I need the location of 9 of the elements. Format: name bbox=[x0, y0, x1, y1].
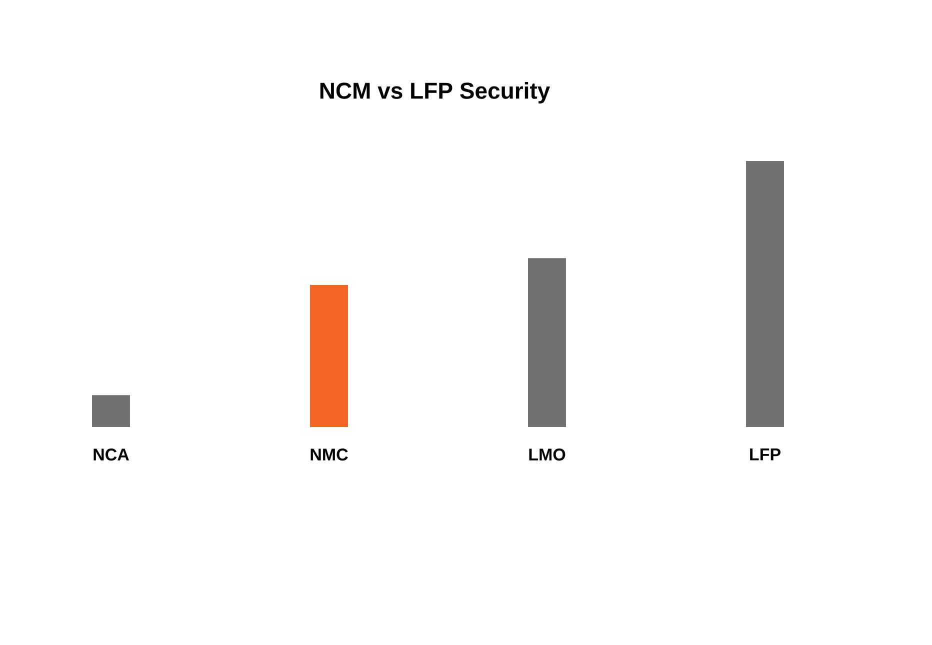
bar bbox=[92, 395, 130, 427]
bar bbox=[310, 284, 348, 427]
x-tick-label: LFP bbox=[750, 448, 780, 460]
bar bbox=[528, 258, 566, 427]
x-tick-label: NMC bbox=[310, 448, 348, 461]
chart-title: NCM vs LFP Security bbox=[320, 82, 550, 104]
bar bbox=[746, 160, 784, 427]
x-tick-label: LMO bbox=[529, 448, 566, 461]
x-tick-label: NCA bbox=[94, 448, 129, 461]
